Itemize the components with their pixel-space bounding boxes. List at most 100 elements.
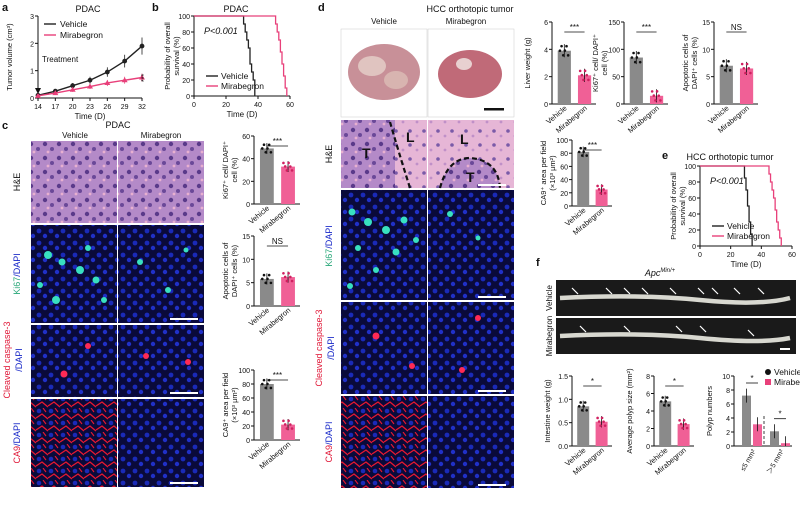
panel-c-apoptotic-ylabel: Apoptotic cells ofDAPI⁺ cells (%) — [221, 242, 239, 300]
panel-d-casp-mirabegron — [428, 302, 514, 394]
panel-e-x-tick-label: 40 — [757, 252, 765, 259]
panel-a-y-tick-label: 3 — [30, 14, 34, 21]
panel-c-ki67-dot — [287, 161, 290, 165]
panel-a-letter: a — [2, 2, 9, 14]
panel-a-point — [52, 90, 59, 96]
panel-d-ca9-y-tick-label: 80 — [560, 151, 568, 158]
panel-f-polyp-size-bar — [659, 401, 672, 446]
panel-b-pvalue: P<0.001 — [204, 26, 238, 36]
panel-b-legend-label: Mirabegron — [221, 81, 264, 91]
panel-b-x-tick-label: 40 — [254, 102, 262, 109]
panel-e-xlabel: Time (D) — [731, 260, 762, 269]
panel-c-row-ca9: CA9/DAPI — [12, 422, 22, 463]
panel-d-col-vehicle: Vehicle — [371, 17, 397, 26]
panel-f-polyp-size-dot — [678, 419, 681, 422]
panel-d-row-casp: Cleaved caspase-3 — [314, 309, 324, 386]
panel-d-apoptotic-dot — [745, 62, 749, 66]
panel-f-polyp-numbers-bar — [770, 431, 779, 446]
panel-d-ki67-dot — [650, 90, 654, 93]
panel-d-casp-vehicle — [341, 302, 427, 394]
panel-d-ki67-dot — [655, 90, 659, 93]
panel-d-ki67-dot — [638, 60, 642, 64]
panel-d-ca9-dot — [602, 188, 605, 191]
panel-d-liver-dot — [563, 49, 567, 52]
panel-d-ki67-mirabegron — [428, 190, 514, 300]
panel-d-apoptotic-dot — [728, 69, 732, 72]
panel-a-point — [35, 92, 41, 98]
panel-d-ca9-y-tick-label: 20 — [560, 191, 568, 198]
panel-a-title: PDAC — [75, 4, 101, 14]
panel-f-legend-swatch — [765, 369, 771, 375]
panel-c-apoptotic-bar — [281, 277, 295, 306]
panel-f-polyp-numbers-significance: * — [750, 374, 753, 383]
panel-c-apoptotic-dot — [283, 275, 287, 279]
panel-d-apoptotic-dot — [744, 71, 747, 75]
panel-d-apoptotic-bar — [739, 68, 754, 104]
panel-a-ylabel: Tumor volume (cm³) — [5, 23, 14, 91]
panel-c-apoptotic-dot — [289, 275, 292, 279]
panel-d-ca9-dot — [579, 146, 582, 150]
panel-d-row-casp-dapi: /DAPI — [326, 336, 336, 360]
panel-f-intestine-y-tick-label: 1.5 — [558, 374, 568, 381]
panel-e-letter: e — [662, 150, 668, 162]
panel-d-liver-y-tick-label: 4 — [544, 47, 548, 54]
panel-d-apoptotic-y-tick-label: 5 — [706, 75, 710, 82]
panel-c-row-he: H&E — [12, 173, 22, 192]
panel-c-ca9-dot — [289, 423, 292, 426]
panel-c-ki67-bar — [259, 148, 274, 204]
panel-d-ca9-dot — [585, 154, 588, 157]
panel-f-polyp-size-dot — [684, 422, 687, 426]
panel-b-title: PDAC — [223, 4, 249, 14]
panel-d-ki67-dot — [657, 94, 661, 97]
panel-e-y-tick-label: 100 — [684, 164, 696, 171]
panel-a-xlabel: Time (D) — [75, 112, 106, 121]
panel-f-intestine-ylabel: Intestine weight (g) — [543, 379, 552, 443]
panel-a-point — [139, 43, 145, 49]
panel-c-ki67-dot — [262, 143, 266, 147]
panel-d-liver-dot — [561, 53, 565, 57]
panel-b-y-tick-label: 80 — [182, 30, 190, 37]
panel-d-row-he: H&E — [324, 145, 334, 164]
panel-f-polyp-numbers-y-tick-label: 2 — [726, 430, 730, 437]
panel-c-ki67-dot — [283, 165, 287, 168]
panel-d-title: HCC orthotopic tumor — [426, 4, 513, 14]
panel-d-ki67-dot — [654, 99, 657, 102]
panel-b-y-tick-label: 100 — [178, 14, 190, 21]
panel-b-x-tick-label: 60 — [286, 102, 294, 109]
panel-c-ki67-dot — [269, 150, 273, 154]
panel-f-polyp-numbers-y-tick-label: 10 — [722, 374, 730, 381]
panel-d-ki67-significance: *** — [642, 23, 651, 32]
panel-c-title: PDAC — [105, 120, 131, 130]
panel-d-liver-bar — [577, 75, 592, 104]
panel-d-apoptotic-dot — [740, 62, 744, 66]
panel-f-polyp-size-y-tick-label: 0 — [646, 444, 650, 451]
panel-d-liver-ylabel: Liver weight (g) — [523, 37, 532, 89]
panel-c-apoptotic-dot — [285, 279, 289, 283]
panel-d-ki67-dot — [637, 51, 640, 55]
panel-b-x-tick-label: 20 — [222, 102, 230, 109]
panel-d-ki67-dot — [633, 60, 637, 64]
panel-e-x-tick-label: 60 — [788, 252, 796, 259]
panel-f-polyp-size-dot — [685, 426, 689, 430]
panel-d-ca9-dot — [583, 146, 587, 150]
panel-c-row-ki67: Ki67/DAPI — [12, 253, 22, 295]
panel-d-ki67-dot — [635, 56, 639, 59]
panel-b-xlabel: Time (D) — [227, 110, 258, 119]
panel-f-intestine-bar — [595, 421, 608, 446]
panel-f-intestine-dot — [582, 404, 585, 408]
panel-f-polyp-numbers-y-tick-label: 4 — [726, 416, 730, 423]
panel-c-images: Vehicle Mirabegron H&E Ki67/DAPI Cleaved… — [2, 131, 204, 487]
panel-c-apoptotic-y-tick-label: 15 — [242, 234, 250, 241]
panel-c-ca9-dot — [290, 427, 294, 430]
panel-e-title: HCC orthotopic tumor — [686, 152, 773, 162]
panel-c-he-mirabegron — [118, 141, 204, 223]
panel-d-apoptotic-bar — [719, 65, 733, 104]
panel-d-apoptotic-dot — [723, 69, 727, 72]
panel-a-x-tick-label: 17 — [51, 104, 59, 111]
panel-d-ca9-mirabegron — [428, 396, 514, 488]
panel-a-legend-label: Vehicle — [60, 19, 88, 29]
panel-d-liver-dot — [578, 69, 582, 73]
